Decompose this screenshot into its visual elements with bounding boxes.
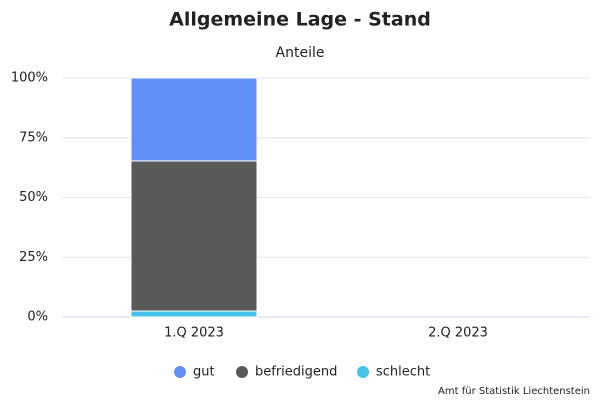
credit: Amt für Statistik Liechtenstein xyxy=(438,386,590,397)
legend-marker xyxy=(357,366,369,378)
chart-title: Allgemeine Lage - Stand xyxy=(169,9,431,31)
y-tick-label: 50% xyxy=(19,190,48,205)
y-tick-label: 100% xyxy=(11,71,48,86)
bar-segment xyxy=(130,77,258,162)
bar-segment xyxy=(130,310,258,318)
legend-label: schlecht xyxy=(376,365,430,380)
chart-subtitle: Anteile xyxy=(276,45,325,61)
y-tick-label: 0% xyxy=(27,310,48,325)
legend-label: gut xyxy=(193,365,215,380)
x-tick-label: 1.Q 2023 xyxy=(164,326,224,341)
legend-marker xyxy=(236,366,248,378)
legend-label: befriedigend xyxy=(255,365,337,380)
x-tick-label: 2.Q 2023 xyxy=(428,326,488,341)
bar-segment xyxy=(130,160,258,312)
y-tick-label: 25% xyxy=(19,250,48,265)
y-tick-label: 75% xyxy=(19,130,48,145)
legend-marker xyxy=(174,366,186,378)
